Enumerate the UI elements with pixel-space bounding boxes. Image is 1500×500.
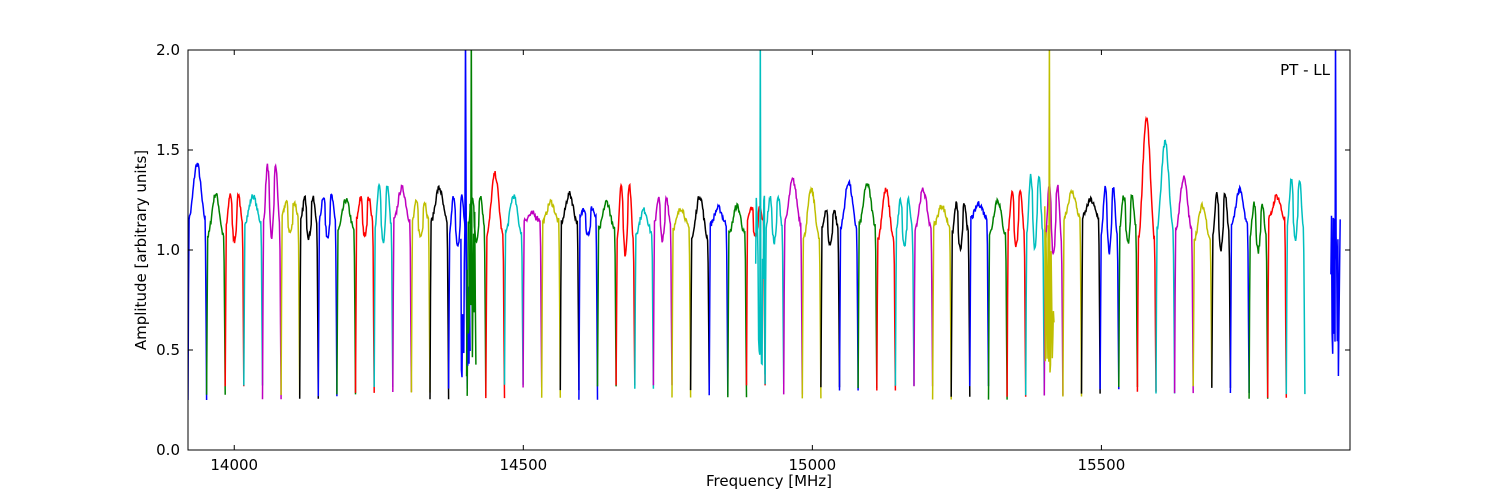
y-tick-label: 0.5 xyxy=(156,341,180,359)
series-segment xyxy=(615,182,636,386)
series-segment xyxy=(1043,183,1064,396)
series-segment xyxy=(652,194,673,386)
series-segment xyxy=(243,194,264,386)
series-segment xyxy=(317,193,338,397)
series-segment xyxy=(1192,200,1213,387)
series-segment xyxy=(298,194,320,399)
series-segment xyxy=(522,209,543,388)
series-layer xyxy=(188,50,1341,401)
series-segment xyxy=(1118,194,1139,388)
series-segment xyxy=(1229,184,1250,394)
interference-spike xyxy=(1330,50,1341,377)
series-segment xyxy=(429,184,450,400)
series-segment xyxy=(596,199,617,387)
series-segment xyxy=(969,201,990,387)
series-segment xyxy=(950,201,971,397)
series-segment xyxy=(1024,173,1046,396)
series-segment xyxy=(689,195,710,391)
series-segment xyxy=(894,194,915,386)
y-tick-label: 2.0 xyxy=(156,41,180,59)
series-segment xyxy=(559,190,580,391)
y-tick-label: 1.5 xyxy=(156,141,180,159)
series-segment xyxy=(336,198,357,395)
x-tick-label: 15000 xyxy=(788,456,836,474)
series-segment xyxy=(1062,188,1083,397)
series-segment xyxy=(634,207,655,389)
interference-spike xyxy=(1044,50,1055,373)
series-segment xyxy=(1173,175,1194,394)
series-segment xyxy=(392,184,413,393)
series-segment xyxy=(671,207,692,398)
x-axis-label: Frequency [MHz] xyxy=(706,472,832,490)
series-segment xyxy=(188,162,208,401)
series-segment xyxy=(1080,195,1101,394)
series-segment xyxy=(857,183,878,389)
series-segment xyxy=(447,194,468,389)
series-segment xyxy=(727,202,748,398)
x-tick-label: 14000 xyxy=(210,456,258,474)
y-axis-label: Amplitude [arbitrary units] xyxy=(132,150,150,350)
x-axis: 14000 14500 15000 15500 xyxy=(210,50,1125,474)
series-segment xyxy=(987,197,1008,400)
series-segment xyxy=(1136,115,1157,392)
series-segment xyxy=(354,196,375,393)
series-segment xyxy=(764,194,785,385)
series-segment xyxy=(1155,139,1176,394)
x-tick-label: 14500 xyxy=(499,456,547,474)
series-segment xyxy=(1006,189,1027,397)
interference-spike xyxy=(754,50,766,375)
series-segment xyxy=(1285,177,1306,395)
series-segment xyxy=(410,198,431,393)
series-segment xyxy=(782,177,804,395)
series-segment xyxy=(205,192,226,395)
interference-spike xyxy=(465,50,477,377)
series-segment xyxy=(838,178,859,391)
series-segment xyxy=(931,204,952,400)
series-segment xyxy=(373,182,394,388)
y-axis: 0.0 0.5 1.0 1.5 2.0 xyxy=(156,41,1350,459)
series-segment xyxy=(820,209,841,388)
series-segment xyxy=(801,185,822,399)
chart-annotation: PT - LL xyxy=(1280,61,1331,79)
series-segment xyxy=(913,187,934,387)
series-segment xyxy=(485,171,506,399)
series-segment xyxy=(1266,193,1288,398)
series-segment xyxy=(578,206,599,400)
series-segment xyxy=(503,194,524,385)
y-tick-label: 1.0 xyxy=(156,241,180,259)
series-segment xyxy=(1211,192,1232,388)
series-segment xyxy=(280,199,301,396)
series-segment xyxy=(540,198,562,398)
series-segment xyxy=(876,187,897,391)
x-tick-label: 15500 xyxy=(1078,456,1126,474)
y-tick-label: 0.0 xyxy=(156,441,180,459)
series-segment xyxy=(261,163,282,400)
series-segment xyxy=(1248,201,1269,399)
series-segment xyxy=(224,191,245,387)
series-segment xyxy=(708,203,729,396)
series-segment xyxy=(1099,185,1120,390)
